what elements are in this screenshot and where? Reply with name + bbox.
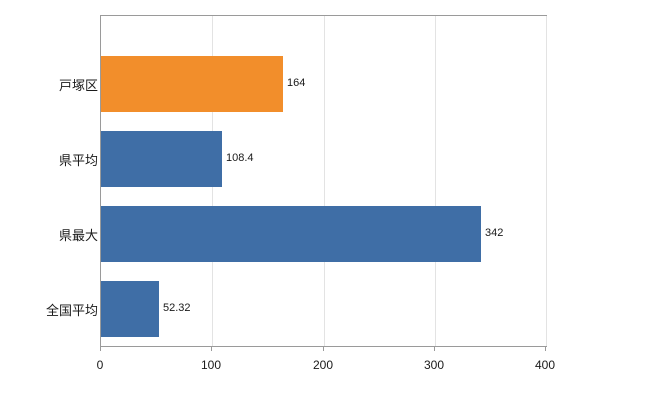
category-label-prefecture-average: 県平均 [58,153,98,168]
category-label-national-average: 全国平均 [45,303,98,318]
category-label-totsuka-ward: 戸塚区 [58,78,98,93]
category-label-prefecture-max: 県最大 [58,228,98,243]
bar-totsuka-ward [101,56,283,112]
gridline-x-400 [546,16,547,346]
bar-value-label-prefecture-max: 342 [485,227,504,239]
x-axis-tick-label-100: 100 [200,358,222,372]
gridline-x-200 [324,16,325,346]
x-axis-tick-label-200: 200 [312,358,334,372]
x-axis-tick-label-300: 300 [423,358,445,372]
bar-national-average [101,281,159,337]
bar-value-label-national-average: 52.32 [163,302,191,314]
x-axis-tick-100 [211,346,212,351]
plot-area [100,15,547,347]
x-axis-tick-label-0: 0 [96,358,104,372]
x-axis-tick-label-400: 400 [534,358,556,372]
bar-prefecture-average [101,131,222,187]
bar-value-label-prefecture-average: 108.4 [226,152,254,164]
gridline-x-300 [435,16,436,346]
x-axis-tick-400 [545,346,546,351]
x-axis-tick-200 [323,346,324,351]
x-axis-tick-0 [100,346,101,351]
bar-prefecture-max [101,206,481,262]
x-axis-tick-300 [434,346,435,351]
bar-value-label-totsuka-ward: 164 [287,77,306,89]
